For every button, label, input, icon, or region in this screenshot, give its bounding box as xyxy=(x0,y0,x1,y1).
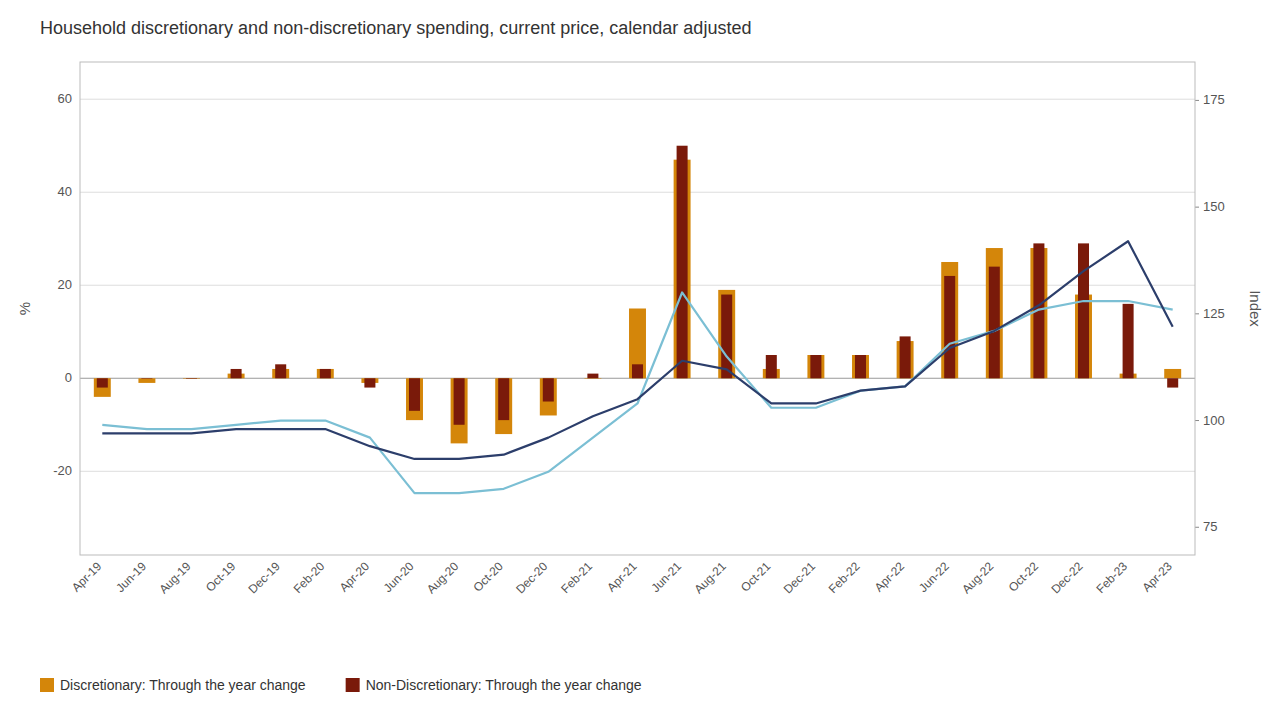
y-tick-label: 0 xyxy=(65,370,72,385)
y2-tick-label: 175 xyxy=(1203,92,1225,107)
legend: Discretionary: Through the year change No… xyxy=(40,677,642,693)
bar xyxy=(97,378,108,387)
bar xyxy=(766,355,777,378)
line xyxy=(102,292,1172,493)
bar xyxy=(629,309,646,379)
bar xyxy=(941,262,958,378)
grid-line xyxy=(80,99,1195,100)
x-tick-label: Oct-21 xyxy=(738,559,774,595)
plot-data xyxy=(94,146,1181,493)
bar xyxy=(498,378,509,420)
bar xyxy=(855,355,866,378)
grid xyxy=(80,99,1195,471)
bar xyxy=(138,378,155,383)
x-tick-label: Dec-22 xyxy=(1048,559,1085,596)
legend-swatch xyxy=(40,678,54,692)
line xyxy=(102,241,1172,459)
y-tick-label: 40 xyxy=(58,184,72,199)
bar xyxy=(718,290,735,378)
bar xyxy=(141,378,152,380)
x-tick-label: Oct-20 xyxy=(470,559,506,595)
bar xyxy=(495,378,512,434)
bar xyxy=(183,378,200,380)
y2-tick xyxy=(1195,207,1199,208)
bar xyxy=(94,378,111,397)
bar xyxy=(986,248,1003,378)
y2-tick-label: 75 xyxy=(1203,519,1217,534)
bar xyxy=(406,378,423,420)
x-tick-label: Jun-22 xyxy=(916,559,952,595)
bar xyxy=(989,267,1000,379)
y2-tick-label: 100 xyxy=(1203,413,1225,428)
y2-tick xyxy=(1195,420,1199,421)
x-tick-label: Oct-19 xyxy=(203,559,239,595)
x-tick-label: Oct-22 xyxy=(1006,559,1042,595)
legend-label: Non-Discretionary: Through the year chan… xyxy=(366,677,642,693)
x-tick-label: Feb-20 xyxy=(291,559,328,596)
x-tick-label: Apr-19 xyxy=(69,559,105,595)
bar xyxy=(721,295,732,379)
bar xyxy=(677,146,688,379)
x-tick-label: Dec-20 xyxy=(513,559,550,596)
legend-swatch xyxy=(346,678,360,692)
y2-tick xyxy=(1195,527,1199,528)
y-tick-label: -20 xyxy=(53,463,72,478)
x-tick-label: Apr-21 xyxy=(604,559,640,595)
bar xyxy=(409,378,420,411)
grid-line xyxy=(80,471,1195,472)
bar xyxy=(186,378,197,380)
chart: Household discretionary and non-discreti… xyxy=(0,0,1280,720)
x-tick-label: Dec-19 xyxy=(246,559,283,596)
y-tick-label: 20 xyxy=(58,277,72,292)
y2-tick-label: 125 xyxy=(1203,306,1225,321)
bar xyxy=(632,364,643,378)
plot-frame xyxy=(80,62,1195,555)
y2-tick xyxy=(1195,313,1199,314)
grid-line xyxy=(80,285,1195,286)
x-tick-label: Aug-22 xyxy=(959,559,996,596)
bar xyxy=(543,378,554,401)
x-tick-label: Jun-19 xyxy=(113,559,149,595)
bar xyxy=(587,374,598,379)
bar xyxy=(364,378,375,387)
bar xyxy=(900,336,911,378)
y-tick-label: 60 xyxy=(58,91,72,106)
x-tick-label: Aug-19 xyxy=(156,559,193,596)
x-tick-label: Apr-23 xyxy=(1139,559,1175,595)
x-tick-label: Jun-20 xyxy=(381,559,417,595)
bar xyxy=(454,378,465,425)
bar xyxy=(807,355,824,378)
x-tick-label: Dec-21 xyxy=(781,559,818,596)
x-tick-label: Jun-21 xyxy=(648,559,684,595)
bar xyxy=(540,378,557,415)
legend-label: Discretionary: Through the year change xyxy=(60,677,306,693)
y-axis-label: % xyxy=(16,302,33,315)
x-tick-label: Apr-20 xyxy=(337,559,373,595)
bar xyxy=(1078,243,1089,378)
bar xyxy=(275,364,286,378)
x-tick-label: Feb-21 xyxy=(558,559,595,596)
title: Household discretionary and non-discreti… xyxy=(40,18,751,38)
grid-line xyxy=(80,192,1195,193)
y2-axis-label: Index xyxy=(1247,290,1264,327)
x-tick-label: Feb-22 xyxy=(826,559,863,596)
y2-tick-label: 150 xyxy=(1203,199,1225,214)
bar xyxy=(810,355,821,378)
bar xyxy=(320,369,331,378)
x-tick-label: Feb-23 xyxy=(1093,559,1130,596)
bar xyxy=(451,378,468,443)
bar xyxy=(231,369,242,378)
y2-tick xyxy=(1195,100,1199,101)
bar xyxy=(1164,369,1181,378)
x-tick-label: Aug-21 xyxy=(692,559,729,596)
bar xyxy=(1123,304,1134,378)
bar xyxy=(944,276,955,378)
bar xyxy=(317,369,334,378)
bar xyxy=(1167,378,1178,387)
x-tick-label: Apr-22 xyxy=(872,559,908,595)
bar xyxy=(852,355,869,378)
x-tick-label: Aug-20 xyxy=(424,559,461,596)
